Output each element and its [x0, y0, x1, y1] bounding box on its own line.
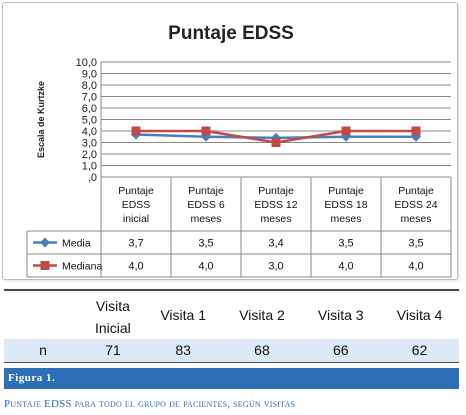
chart-title: Puntaje EDSS [168, 23, 294, 44]
figure-caption: Puntaje EDSS para todo el grupo de pacie… [4, 398, 296, 410]
legend-marker-mediana [40, 261, 50, 270]
n-row-label: n [4, 339, 82, 363]
edss-line-chart: Puntaje EDSS Escala de Kurtzke 10,09,08,07… [26, 23, 452, 278]
chart-panel: Puntaje EDSS Escala de Kurtzke 10,0 9,0 8,0 7… [2, 2, 458, 280]
y-tick-label: 2,0 [82, 149, 97, 161]
visits-table: Visita Inicial Visita 1 Visita 2 Visita … [4, 289, 459, 363]
header-visita-3: Visita 3 [301, 289, 381, 339]
header-visita-inicial: Visita Inicial [82, 289, 144, 339]
x-category-label-line: Puntaje [328, 185, 364, 197]
header-visita-inicial-line2: Inicial [94, 320, 131, 336]
n-value-visita-3: 66 [301, 339, 381, 363]
x-category-label-line: EDSS 6 [187, 199, 225, 211]
x-category-label-line: EDSS 24 [394, 199, 437, 211]
n-value-inicial: 71 [82, 339, 144, 363]
data-value-mediana: 4,0 [198, 261, 213, 273]
data-value-media: 3,4 [268, 238, 283, 250]
y-axis-label: Escala de Kurtzke [36, 81, 46, 158]
y-tick-label: 9,0 [82, 69, 97, 81]
x-category-label-line: EDSS 18 [324, 199, 367, 211]
x-category-label: Puntaje EDSS 12 meses [254, 185, 297, 225]
y-tick-label: 5,0 [82, 115, 97, 127]
legend-name-mediana: Mediana [62, 261, 102, 273]
header-visita-4: Visita 4 [380, 289, 459, 339]
x-category-label-line: meses [191, 213, 222, 225]
y-tick-label: 6,0 [82, 103, 97, 115]
data-point-mediana [341, 126, 351, 136]
figure-label: Figura 1. [8, 372, 56, 384]
y-tick-label: 7,0 [82, 92, 97, 104]
y-tick-label: ,0 [88, 172, 97, 184]
y-tick-label: 1,0 [82, 161, 97, 173]
n-value-visita-1: 83 [143, 339, 223, 363]
header-visita-2: Visita 2 [222, 289, 302, 339]
visits-header-row: Visita Inicial Visita 1 Visita 2 Visita … [4, 289, 459, 339]
y-tick-label: 10,0 [76, 57, 97, 69]
data-value-mediana: 4,0 [128, 261, 143, 273]
x-category-label-line: Puntaje [398, 185, 434, 197]
x-category-label-line: inicial [123, 213, 149, 225]
n-row: n 71 83 68 66 62 [4, 339, 459, 363]
x-category-label-line: Puntaje [118, 185, 154, 197]
x-category-label: Puntaje EDSS inicial [118, 185, 154, 225]
x-category-label-line: meses [261, 213, 292, 225]
n-value-visita-4: 62 [380, 339, 459, 363]
n-value-visita-2: 68 [222, 339, 302, 363]
data-value-mediana: 4,0 [408, 261, 423, 273]
data-value-mediana: 3,0 [268, 261, 283, 273]
x-category-label-line: meses [401, 213, 432, 225]
data-value-mediana: 4,0 [338, 261, 353, 273]
data-value-media: 3,5 [198, 238, 213, 250]
header-corner [4, 289, 82, 339]
header-visita-inicial-line1: Visita [95, 298, 130, 314]
x-category-label-line: EDSS [122, 199, 151, 211]
data-point-mediana [201, 126, 211, 136]
y-tick-label: 3,0 [82, 138, 97, 150]
figure-label-bar: Figura 1. [4, 368, 459, 389]
y-tick-label: 8,0 [82, 80, 97, 92]
y-tick-label: 4,0 [82, 126, 97, 138]
data-point-mediana [131, 126, 141, 136]
x-category-label-line: meses [331, 213, 362, 225]
x-category-label: Puntaje EDSS 18 meses [324, 185, 367, 225]
x-category-label-line: Puntaje [188, 185, 224, 197]
data-value-media: 3,5 [408, 238, 423, 250]
header-visita-1: Visita 1 [143, 289, 223, 339]
data-value-media: 3,5 [338, 238, 353, 250]
legend-name-media: Media [62, 238, 91, 250]
x-category-label: Puntaje EDSS 24 meses [394, 185, 437, 225]
x-category-label-line: Puntaje [258, 185, 294, 197]
data-point-mediana [411, 126, 421, 136]
data-value-media: 3,7 [128, 238, 143, 250]
x-category-label: Puntaje EDSS 6 meses [187, 185, 225, 225]
legend-marker-media [40, 237, 50, 248]
x-category-label-line: EDSS 12 [254, 199, 297, 211]
data-point-mediana [271, 138, 281, 147]
